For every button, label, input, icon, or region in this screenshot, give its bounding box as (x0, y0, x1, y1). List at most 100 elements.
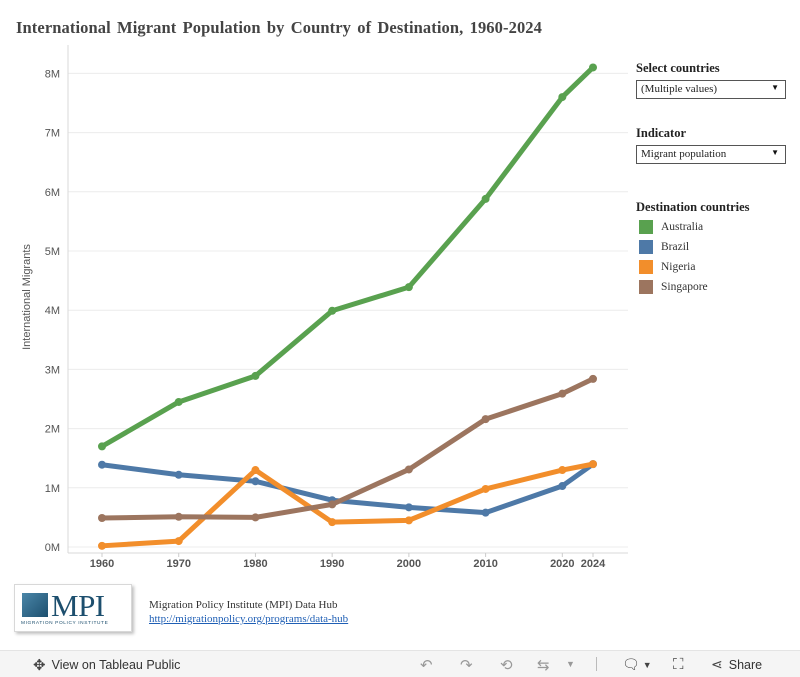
comment-icon: 🗨 (622, 656, 640, 672)
x-axis-ticks: 1960 1970 1980 1990 2000 2010 2020 2024 (90, 553, 606, 570)
x-tick-label: 2020 (550, 558, 574, 570)
indicator-select[interactable]: Migrant population ▼ (636, 145, 786, 164)
redo-icon: ↷ (460, 657, 473, 674)
y-axis-label: International Migrants (21, 244, 33, 350)
data-point-singapore[interactable] (558, 389, 567, 398)
data-point-australia[interactable] (404, 283, 413, 292)
source-note: Migration Policy Institute (MPI) Data Hu… (149, 598, 348, 626)
data-point-brazil[interactable] (174, 470, 183, 479)
data-point-australia[interactable] (98, 442, 106, 451)
data-point-nigeria[interactable] (404, 516, 413, 525)
y-axis-ticks: 0M 1M 2M 3M 4M 5M 6M 7M 8M (45, 68, 60, 554)
data-point-singapore[interactable] (328, 500, 337, 509)
legend-label: Brazil (661, 241, 690, 253)
data-point-australia[interactable] (481, 194, 490, 203)
y-tick-label: 5M (45, 246, 60, 258)
x-tick-label: 2024 (581, 558, 606, 570)
dropdown-arrow-icon: ▼ (771, 83, 779, 92)
indicator-select-value: Migrant population (641, 148, 727, 160)
data-point-singapore[interactable] (174, 512, 183, 521)
data-point-nigeria[interactable] (481, 484, 490, 493)
country-select[interactable]: (Multiple values) ▼ (636, 80, 786, 99)
logo-text: MPI (51, 588, 105, 623)
legend-item-brazil[interactable]: Brazil (636, 237, 750, 257)
x-tick-label: 1970 (166, 558, 190, 570)
undo-button[interactable]: ↶ (420, 656, 433, 674)
data-point-brazil[interactable] (98, 460, 106, 469)
data-point-singapore[interactable] (98, 513, 106, 522)
data-point-australia[interactable] (251, 371, 260, 380)
data-point-singapore[interactable] (251, 513, 260, 522)
legend-item-australia[interactable]: Australia (636, 217, 750, 237)
legend-swatch (639, 280, 653, 294)
dropdown-arrow-icon: ▼ (771, 148, 779, 157)
line-chart: 0M 1M 2M 3M 4M 5M 6M 7M 8M 1960 1970 1980 1990 2000 2… (21, 45, 628, 570)
data-point-australia[interactable] (328, 306, 337, 315)
x-tick-label: 1980 (243, 558, 267, 570)
y-tick-label: 7M (45, 128, 60, 140)
data-point-australia[interactable] (558, 93, 567, 102)
y-tick-label: 8M (45, 68, 60, 80)
source-name: Migration Policy Institute (MPI) Data Hu… (149, 599, 338, 611)
data-point-australia[interactable] (174, 397, 183, 406)
data-point-australia[interactable] (589, 63, 597, 72)
x-tick-label: 1990 (320, 558, 344, 570)
fullscreen-button[interactable]: ⛶ (673, 656, 684, 673)
data-point-nigeria[interactable] (589, 460, 597, 469)
source-link[interactable]: http://migrationpolicy.org/programs/data… (149, 613, 349, 625)
revert-icon: ⟲ (500, 657, 513, 674)
view-on-tableau-label: View on Tableau Public (51, 658, 181, 672)
data-point-brazil[interactable] (558, 482, 567, 491)
series-line-australia[interactable] (99, 64, 596, 449)
comment-button[interactable]: 🗨 ▼ (622, 656, 652, 673)
legend-item-singapore[interactable]: Singapore (636, 277, 750, 297)
grid-lines (67, 45, 628, 554)
data-point-brazil[interactable] (404, 503, 413, 512)
data-point-nigeria[interactable] (328, 518, 337, 527)
move-icon: ✥ (33, 657, 46, 674)
data-point-brazil[interactable] (251, 477, 260, 486)
mpi-emblem-icon (22, 593, 48, 617)
legend-title: Destination countries (636, 200, 750, 214)
data-point-nigeria[interactable] (251, 466, 260, 475)
legend: Destination countries Australia Brazil Nig… (636, 200, 750, 297)
country-select-value: (Multiple values) (641, 83, 718, 95)
y-tick-label: 6M (45, 187, 60, 199)
share-icon: ⋖ (711, 656, 723, 672)
x-tick-label: 2010 (473, 558, 497, 570)
data-point-nigeria[interactable] (558, 466, 567, 475)
series-line-singapore[interactable] (99, 376, 596, 521)
share-label: Share (728, 657, 763, 672)
mpi-logo[interactable]: MPI MIGRATION POLICY INSTITUTE (14, 584, 132, 632)
series-line-nigeria[interactable] (99, 461, 596, 549)
share-button[interactable]: ⋖ Share (711, 656, 762, 673)
data-point-nigeria[interactable] (98, 541, 106, 550)
y-tick-label: 3M (45, 364, 60, 376)
data-point-singapore[interactable] (589, 374, 597, 383)
legend-swatch (639, 260, 653, 274)
country-filter-title: Select countries (636, 61, 720, 75)
indicator-filter-title: Indicator (636, 126, 686, 140)
refresh-button[interactable]: ⇆ (537, 656, 550, 674)
refresh-menu-button[interactable]: ▼ (566, 659, 575, 669)
y-tick-label: 0M (45, 542, 60, 554)
series-line-brazil[interactable] (99, 461, 596, 516)
legend-item-nigeria[interactable]: Nigeria (636, 257, 750, 277)
chevron-down-icon: ▼ (566, 659, 575, 669)
x-tick-label: 2000 (397, 558, 421, 570)
data-point-singapore[interactable] (404, 465, 413, 474)
data-point-brazil[interactable] (481, 508, 490, 517)
revert-button[interactable]: ⟲ (500, 656, 513, 674)
legend-swatch (639, 220, 653, 234)
data-point-nigeria[interactable] (174, 537, 183, 546)
view-on-tableau-button[interactable]: ✥ View on Tableau Public (33, 656, 180, 674)
redo-button[interactable]: ↷ (460, 656, 473, 674)
series-lines (98, 63, 597, 550)
data-point-singapore[interactable] (481, 415, 490, 424)
legend-label: Australia (661, 221, 704, 233)
logo-subtext: MIGRATION POLICY INSTITUTE (21, 621, 109, 626)
refresh-icon: ⇆ (537, 657, 550, 674)
y-tick-label: 1M (45, 483, 60, 495)
legend-swatch (639, 240, 653, 254)
country-filter: Select countries (Multiple values) ▼ (636, 61, 786, 99)
